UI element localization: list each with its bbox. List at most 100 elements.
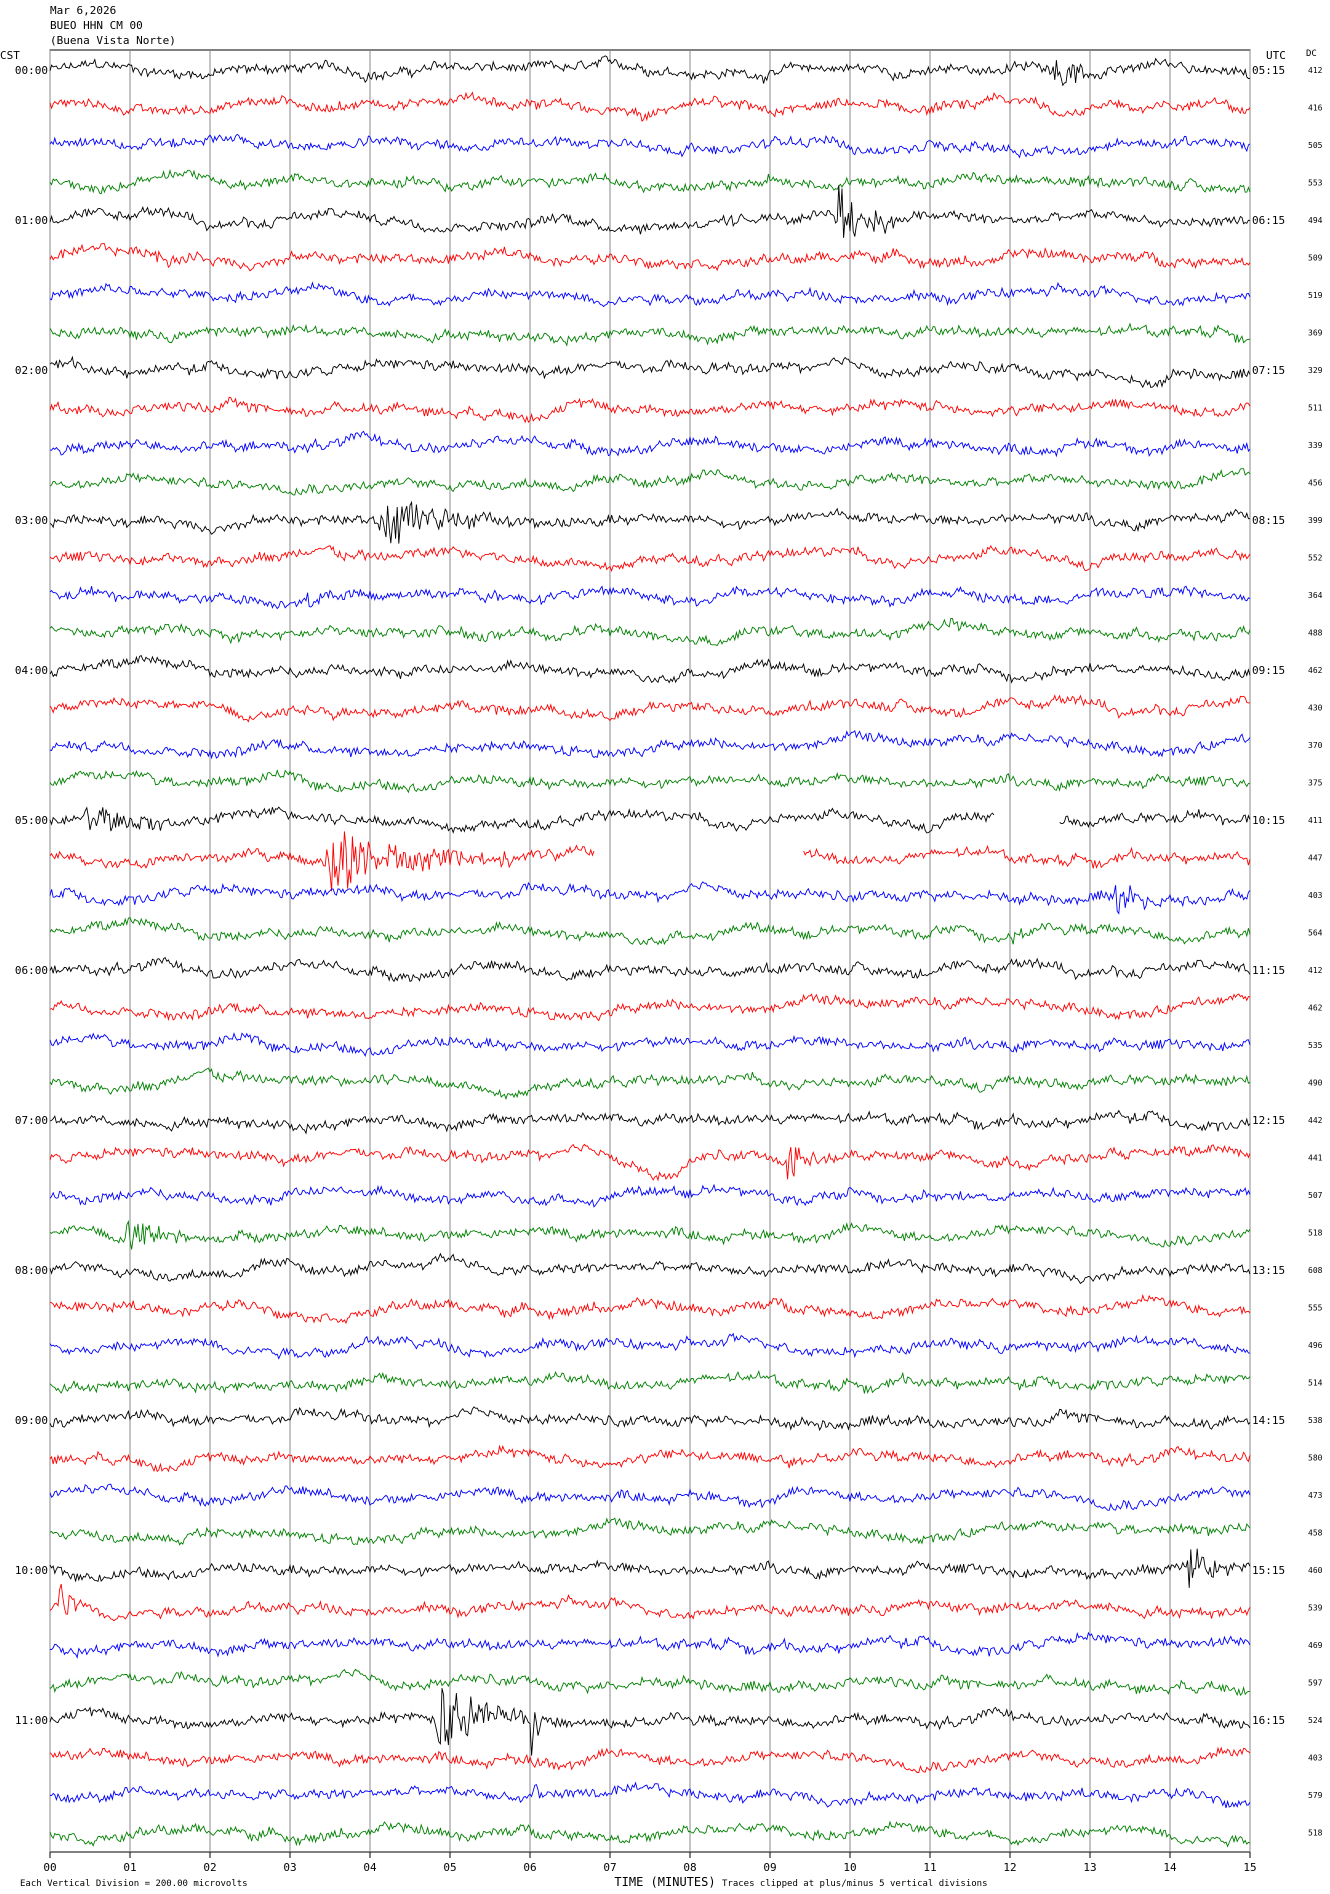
dc-value: 412 [1308, 966, 1323, 975]
trace-row-32 [49, 1252, 1251, 1285]
trace-row-6 [49, 281, 1251, 308]
dc-value: 441 [1308, 1154, 1323, 1163]
trace-row-3 [49, 168, 1251, 195]
left-hour-label: 08:00 [15, 1264, 48, 1277]
dc-value: 375 [1308, 779, 1323, 788]
right-hour-label: 13:15 [1252, 1264, 1285, 1277]
trace-row-21 [49, 831, 1251, 892]
dc-value: 494 [1308, 216, 1323, 225]
trace-row-47 [49, 1820, 1251, 1848]
trace-row-10 [49, 430, 1251, 458]
dc-value: 518 [1308, 1829, 1323, 1838]
left-hour-label: 03:00 [15, 514, 48, 527]
dc-value: 488 [1308, 629, 1323, 638]
x-tick-label: 10 [843, 1861, 856, 1874]
right-hour-label: 06:15 [1252, 214, 1285, 227]
footer-scale-note: Each Vertical Division = 200.00 microvol… [20, 1879, 248, 1889]
trace-row-20 [49, 806, 1251, 834]
dc-value: 403 [1308, 891, 1323, 900]
trace-row-44 [49, 1688, 1251, 1756]
right-hour-label: 10:15 [1252, 814, 1285, 827]
x-tick-label: 08 [683, 1861, 696, 1874]
dc-value: 469 [1308, 1641, 1323, 1650]
dc-value: 447 [1308, 854, 1323, 863]
trace-row-30 [49, 1183, 1251, 1208]
left-hour-label: 01:00 [15, 214, 48, 227]
footer-clip-note: Traces clipped at plus/minus 5 vertical … [722, 1879, 988, 1889]
dc-value: 511 [1308, 404, 1323, 413]
dc-value: 462 [1308, 1004, 1323, 1013]
trace-row-31 [49, 1219, 1251, 1250]
x-tick-label: 00 [43, 1861, 56, 1874]
x-tick-label: 15 [1243, 1861, 1256, 1874]
dc-value: 399 [1308, 516, 1323, 525]
dc-label: DC [1306, 49, 1317, 59]
dc-value: 403 [1308, 1754, 1323, 1763]
trace-row-15 [49, 618, 1251, 647]
left-hour-label: 07:00 [15, 1114, 48, 1127]
trace-row-43 [49, 1668, 1250, 1697]
trace-row-40 [49, 1548, 1251, 1588]
trace-row-9 [49, 396, 1251, 424]
right-hour-label: 12:15 [1252, 1114, 1285, 1127]
left-hour-label: 10:00 [15, 1564, 48, 1577]
trace-row-24 [49, 956, 1251, 983]
right-hour-label: 11:15 [1252, 964, 1285, 977]
trace-row-7 [49, 322, 1251, 347]
dc-value: 597 [1308, 1679, 1323, 1688]
trace-row-22 [49, 881, 1251, 915]
trace-row-29 [49, 1143, 1251, 1182]
trace-row-1 [49, 91, 1251, 122]
right-tz-label: UTC [1266, 49, 1286, 62]
trace-row-46 [49, 1781, 1251, 1809]
dc-value: 460 [1308, 1566, 1323, 1575]
trace-row-13 [49, 544, 1251, 573]
x-tick-label: 11 [923, 1861, 936, 1874]
right-hour-label: 14:15 [1252, 1414, 1285, 1427]
dc-value: 442 [1308, 1116, 1323, 1125]
header-date: Mar 6,2026 [50, 4, 117, 17]
left-hour-label: 11:00 [15, 1714, 48, 1727]
dc-value: 555 [1308, 1304, 1323, 1313]
trace-row-38 [49, 1483, 1251, 1511]
dc-value: 509 [1308, 254, 1323, 263]
trace-row-14 [49, 585, 1251, 610]
dc-value: 564 [1308, 929, 1323, 938]
left-hour-label: 00:00 [15, 64, 48, 77]
dc-value: 608 [1308, 1266, 1323, 1275]
plot-frame [49, 49, 1251, 1853]
dc-value: 496 [1308, 1341, 1323, 1350]
seismic-traces [49, 55, 1251, 1848]
left-tz-label: CST [0, 49, 20, 62]
right-hour-label: 15:15 [1252, 1564, 1285, 1577]
right-hour-label: 05:15 [1252, 64, 1285, 77]
left-hour-label: 02:00 [15, 364, 48, 377]
trace-row-36 [49, 1406, 1251, 1432]
left-hour-label: 05:00 [15, 814, 48, 827]
dc-value: 490 [1308, 1079, 1323, 1088]
trace-row-16 [49, 655, 1251, 684]
dc-value: 430 [1308, 704, 1323, 713]
dc-value: 339 [1308, 441, 1323, 450]
dc-value: 579 [1308, 1791, 1323, 1800]
left-hour-label: 09:00 [15, 1414, 48, 1427]
trace-row-17 [49, 694, 1251, 723]
dc-value: 411 [1308, 816, 1323, 825]
header-location: (Buena Vista Norte) [50, 34, 176, 47]
right-hour-label: 16:15 [1252, 1714, 1285, 1727]
dc-value: 524 [1308, 1716, 1323, 1725]
trace-row-23 [49, 916, 1251, 946]
trace-row-34 [49, 1332, 1251, 1360]
right-hour-label: 08:15 [1252, 514, 1285, 527]
trace-row-42 [50, 1631, 1251, 1659]
x-axis-title: TIME (MINUTES) [614, 1875, 715, 1889]
x-tick-label: 01 [123, 1861, 136, 1874]
right-hour-label: 07:15 [1252, 364, 1285, 377]
trace-row-26 [49, 1032, 1251, 1057]
dc-value: 462 [1308, 666, 1323, 675]
dc-value: 329 [1308, 366, 1323, 375]
right-hour-label: 09:15 [1252, 664, 1285, 677]
x-tick-label: 03 [283, 1861, 296, 1874]
trace-row-33 [49, 1293, 1251, 1325]
